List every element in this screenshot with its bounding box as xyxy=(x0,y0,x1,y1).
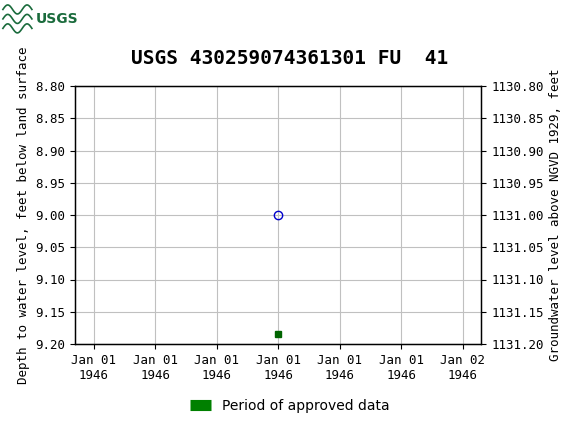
Legend: Period of approved data: Period of approved data xyxy=(184,393,396,419)
Text: USGS: USGS xyxy=(36,12,78,26)
Text: USGS 430259074361301 FU  41: USGS 430259074361301 FU 41 xyxy=(132,49,448,68)
Y-axis label: Groundwater level above NGVD 1929, feet: Groundwater level above NGVD 1929, feet xyxy=(549,69,562,361)
FancyBboxPatch shape xyxy=(0,0,70,38)
Y-axis label: Depth to water level, feet below land surface: Depth to water level, feet below land su… xyxy=(17,46,30,384)
